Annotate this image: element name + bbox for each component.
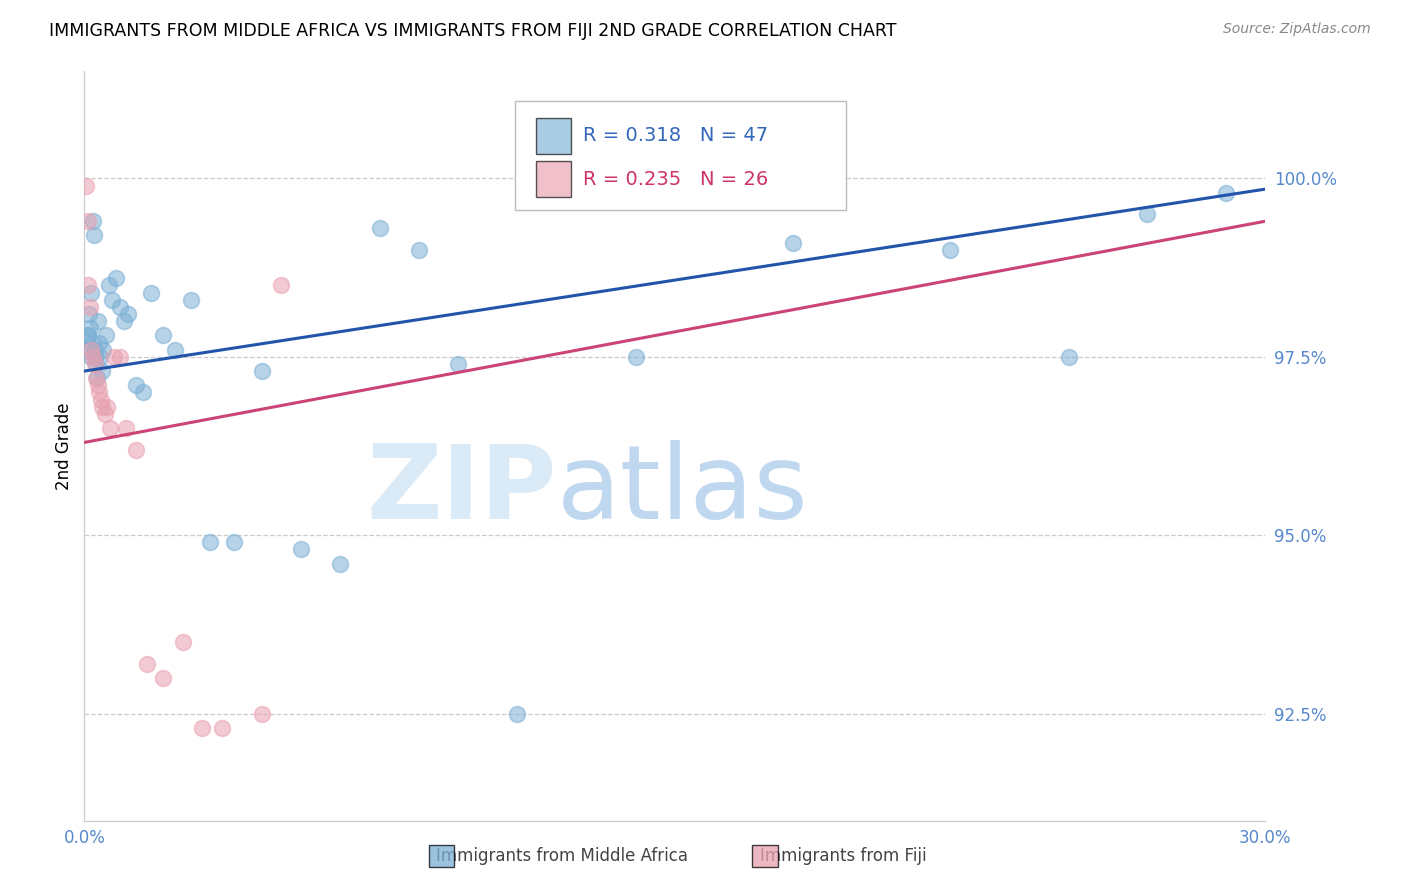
- Point: [329, 557, 352, 571]
- Point: [152, 328, 174, 343]
- Point: [77, 278, 100, 293]
- Point: [108, 300, 131, 314]
- Point: [136, 657, 159, 671]
- Point: [89, 350, 111, 364]
- Point: [124, 378, 146, 392]
- Point: [77, 328, 100, 343]
- Point: [75, 343, 97, 357]
- Point: [132, 385, 155, 400]
- Point: [75, 178, 97, 193]
- Point: [368, 221, 391, 235]
- Point: [87, 378, 110, 392]
- Point: [76, 214, 98, 228]
- Point: [250, 364, 273, 378]
- Point: [152, 671, 174, 685]
- FancyBboxPatch shape: [516, 102, 846, 210]
- Point: [250, 706, 273, 721]
- Point: [87, 314, 110, 328]
- Point: [939, 243, 962, 257]
- Point: [191, 721, 214, 735]
- Point: [97, 278, 120, 293]
- Point: [163, 343, 186, 357]
- Point: [108, 350, 131, 364]
- Text: ZIP: ZIP: [367, 441, 557, 541]
- Point: [84, 371, 107, 385]
- Point: [87, 335, 110, 350]
- FancyBboxPatch shape: [536, 118, 571, 153]
- Text: R = 0.235   N = 26: R = 0.235 N = 26: [582, 169, 768, 189]
- Point: [84, 357, 107, 371]
- Point: [89, 385, 111, 400]
- Point: [290, 542, 312, 557]
- Point: [104, 271, 127, 285]
- Point: [90, 392, 112, 407]
- Y-axis label: 2nd Grade: 2nd Grade: [55, 402, 73, 490]
- Point: [82, 335, 104, 350]
- Text: R = 0.318   N = 47: R = 0.318 N = 47: [582, 127, 768, 145]
- Point: [79, 285, 101, 300]
- Text: Immigrants from Middle Africa: Immigrants from Middle Africa: [436, 847, 689, 865]
- Point: [270, 278, 292, 293]
- Point: [94, 407, 117, 421]
- Point: [141, 285, 163, 300]
- Point: [222, 535, 245, 549]
- Point: [447, 357, 470, 371]
- Text: atlas: atlas: [557, 441, 808, 541]
- Point: [101, 293, 124, 307]
- FancyBboxPatch shape: [536, 161, 571, 197]
- Point: [1215, 186, 1237, 200]
- Point: [79, 300, 101, 314]
- Text: IMMIGRANTS FROM MIDDLE AFRICA VS IMMIGRANTS FROM FIJI 2ND GRADE CORRELATION CHAR: IMMIGRANTS FROM MIDDLE AFRICA VS IMMIGRA…: [49, 22, 897, 40]
- Text: Source: ZipAtlas.com: Source: ZipAtlas.com: [1223, 22, 1371, 37]
- Point: [77, 307, 100, 321]
- Point: [86, 371, 108, 385]
- Point: [91, 400, 114, 414]
- Point: [84, 343, 107, 357]
- Point: [96, 400, 118, 414]
- Point: [82, 214, 104, 228]
- Point: [83, 350, 105, 364]
- Point: [1136, 207, 1159, 221]
- Point: [90, 364, 112, 378]
- Point: [172, 635, 194, 649]
- Point: [117, 307, 139, 321]
- Point: [408, 243, 430, 257]
- Point: [94, 328, 117, 343]
- Point: [200, 535, 222, 549]
- Point: [114, 421, 136, 435]
- Point: [1057, 350, 1080, 364]
- Point: [180, 293, 202, 307]
- Point: [91, 343, 114, 357]
- Point: [83, 228, 105, 243]
- Point: [112, 314, 135, 328]
- Point: [82, 350, 104, 364]
- Point: [506, 706, 529, 721]
- Point: [124, 442, 146, 457]
- Point: [83, 357, 105, 371]
- Point: [103, 350, 125, 364]
- Point: [211, 721, 233, 735]
- Point: [624, 350, 647, 364]
- Point: [76, 328, 98, 343]
- Point: [80, 350, 103, 364]
- Point: [782, 235, 804, 250]
- Point: [80, 343, 103, 357]
- Text: Immigrants from Fiji: Immigrants from Fiji: [761, 847, 927, 865]
- Point: [98, 421, 121, 435]
- Point: [79, 321, 101, 335]
